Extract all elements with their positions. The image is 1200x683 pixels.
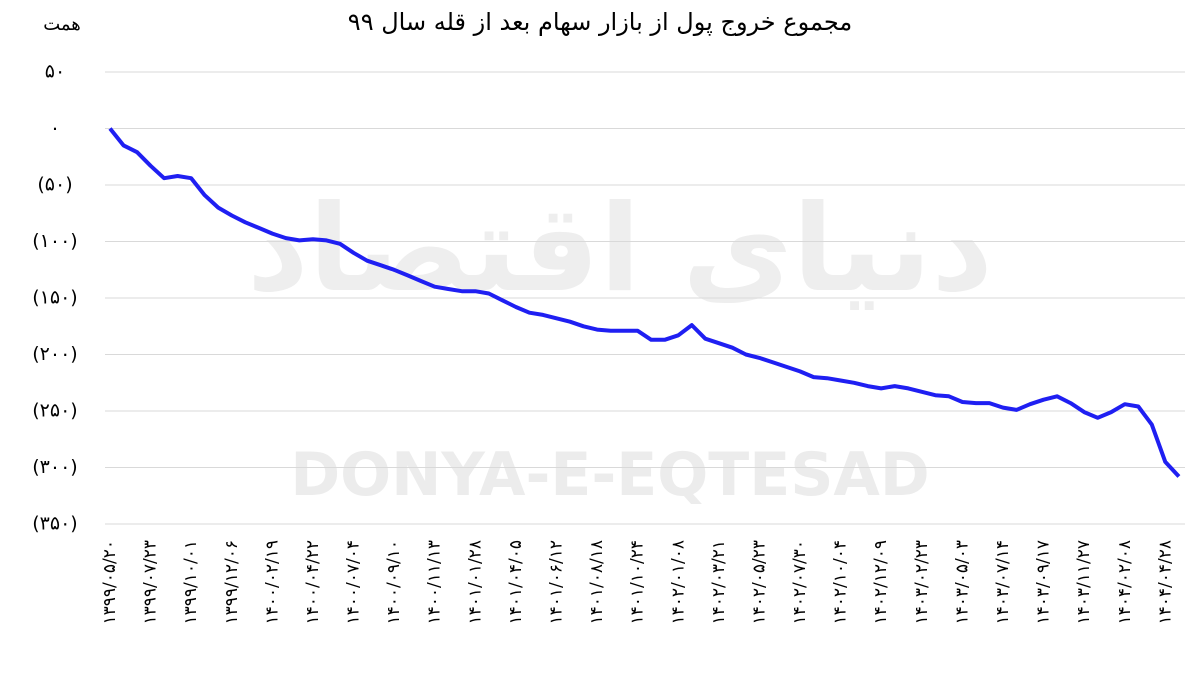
line — [108, 127, 1181, 478]
y-tick-label: (۵۰) — [37, 174, 72, 196]
x-tick-label: ۱۴۰۰/۰۲/۱۹ — [262, 540, 282, 625]
x-tick-label: ۱۴۰۴/۰۲/۰۸ — [1115, 540, 1135, 625]
y-tick-label: ۵۰ — [45, 61, 65, 83]
x-tick-label: ۱۴۰۴/۰۴/۲۸ — [1155, 540, 1175, 625]
x-tick-label: ۱۴۰۱/۰۱/۲۸ — [465, 540, 485, 625]
x-tick-label: ۱۴۰۱/۰۸/۱۸ — [587, 540, 607, 625]
x-tick-label: ۱۴۰۲/۱۰/۰۴ — [831, 540, 851, 625]
x-tick-label: ۱۴۰۳/۱۱/۲۷ — [1074, 540, 1094, 625]
chart-title: مجموع خروج پول از بازار سهام بعد از قله … — [348, 8, 852, 36]
y-tick-label: (۱۵۰) — [32, 287, 77, 309]
x-tick-label: ۱۴۰۲/۱۲/۰۹ — [871, 540, 891, 625]
x-tick-label: ۱۳۹۹/۰۷/۲۳ — [141, 540, 161, 625]
x-tick-label: ۱۴۰۰/۱۱/۱۳ — [425, 540, 445, 625]
y-tick-label: ۰ — [50, 117, 60, 139]
x-tick-label: ۱۴۰۳/۰۲/۲۳ — [912, 540, 932, 625]
x-tick-label: ۱۴۰۱/۱۰/۲۴ — [628, 540, 648, 625]
x-tick-label: ۱۴۰۲/۰۷/۳۰ — [790, 540, 810, 625]
y-tick-label: (۲۵۰) — [32, 400, 77, 422]
x-tick-label: ۱۴۰۲/۰۱/۰۸ — [668, 540, 688, 625]
watermark-en: DONYA-E-EQTESAD — [290, 440, 929, 510]
x-tick-label: ۱۴۰۱/۰۴/۰۵ — [506, 540, 526, 625]
y-tick-label: (۳۵۰) — [32, 513, 77, 535]
x-tick-label: ۱۴۰۳/۰۷/۱۴ — [993, 540, 1013, 625]
x-tick-label: ۱۴۰۰/۰۹/۱۰ — [384, 540, 404, 625]
x-tick-label: ۱۴۰۰/۰۴/۲۲ — [303, 540, 323, 625]
y-tick-label: (۳۰۰) — [32, 456, 77, 478]
x-tick-label: ۱۴۰۲/۰۵/۲۳ — [749, 540, 769, 625]
y-tick-label: (۲۰۰) — [32, 343, 77, 365]
watermark-fa: دنیای اقتصاد — [247, 180, 993, 319]
x-tick-label: ۱۴۰۳/۰۵/۰۳ — [952, 540, 972, 625]
y-tick-label: (۱۰۰) — [32, 230, 77, 252]
x-tick-label: ۱۴۰۲/۰۳/۲۱ — [709, 540, 729, 625]
x-tick-label: ۱۳۹۹/۱۲/۰۶ — [222, 540, 242, 625]
x-tick-label: ۱۴۰۰/۰۷/۰۴ — [344, 540, 364, 625]
x-tick-label: ۱۳۹۹/۰۵/۲۰ — [100, 540, 120, 625]
x-tick-label: ۱۴۰۱/۰۶/۱۲ — [546, 540, 566, 625]
x-tick-label: ۱۳۹۹/۱۰/۰۱ — [181, 540, 201, 625]
x-tick-label: ۱۴۰۳/۰۹/۱۷ — [1034, 540, 1054, 625]
y-axis-label: همت — [43, 14, 81, 35]
